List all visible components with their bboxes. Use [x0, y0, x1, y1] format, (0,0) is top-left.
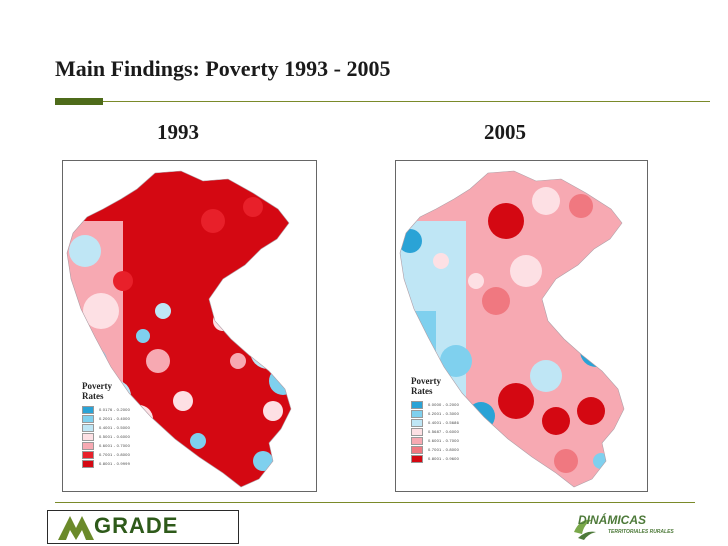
footer-rule — [55, 502, 695, 503]
poverty-map-1993 — [66, 170, 292, 488]
legend-swatch — [411, 454, 423, 463]
legend-label: 0.7001 - 0.8000 — [99, 452, 131, 457]
legend-item: 0.5687 - 0.6000 — [411, 427, 471, 436]
legend-swatch — [82, 432, 94, 441]
dinamicas-logo-mark-icon — [574, 519, 596, 540]
legend-title-1993-line1: Poverty — [82, 381, 112, 391]
legend-label: 0.6001 - 0.7000 — [428, 438, 460, 443]
grade-logo-mark-icon — [58, 516, 94, 540]
grade-logo — [47, 510, 239, 544]
legend-item: 0.4001 - 0.5000 — [82, 423, 142, 432]
legend-swatch — [411, 409, 423, 418]
dinamicas-logo-subtext: TERRITORIALES RURALES — [608, 529, 674, 535]
legend-label: 0.0176 - 0.2000 — [99, 407, 131, 412]
legend-label: 0.8001 - 0.9600 — [428, 456, 460, 461]
legend-swatch — [82, 414, 94, 423]
legend-item: 0.8001 - 0.9999 — [82, 459, 142, 468]
legend-1993: Poverty Rates 0.0176 - 0.2000 0.2001 - 0… — [82, 381, 142, 468]
legend-item: 0.7001 - 0.8000 — [82, 450, 142, 459]
legend-swatch — [411, 418, 423, 427]
legend-title-1993-line2: Rates — [82, 391, 104, 401]
legend-label: 0.5001 - 0.6000 — [99, 434, 131, 439]
dinamicas-logo-text: DINÁMICAS — [578, 513, 646, 527]
legend-label: 0.4001 - 0.5000 — [99, 425, 131, 430]
map-year-2005: 2005 — [484, 120, 526, 144]
legend-item: 0.7001 - 0.8000 — [411, 445, 471, 454]
legend-swatch — [82, 423, 94, 432]
map-year-1993: 1993 — [157, 120, 199, 144]
grade-logo-text: GRADE — [94, 513, 179, 538]
legend-item: 0.2001 - 0.3000 — [411, 409, 471, 418]
legend-swatch — [411, 436, 423, 445]
legend-label: 0.2001 - 0.4000 — [99, 416, 131, 421]
legend-label: 0.0000 - 0.2000 — [428, 402, 460, 407]
poverty-map-2005 — [399, 170, 625, 488]
legend-item: 0.5001 - 0.6000 — [82, 432, 142, 441]
map-panel-2005: Poverty Rates 0.0000 - 0.2000 0.2001 - 0… — [395, 160, 648, 492]
legend-item: 0.4001 - 0.5686 — [411, 418, 471, 427]
legend-swatch — [411, 427, 423, 436]
legend-item: 0.0176 - 0.2000 — [82, 405, 142, 414]
title-rule — [55, 101, 710, 102]
legend-label: 0.4001 - 0.5686 — [428, 420, 460, 425]
legend-swatch — [82, 459, 94, 468]
map-panel-1993: Poverty Rates 0.0176 - 0.2000 0.2001 - 0… — [62, 160, 317, 492]
legend-label: 0.7001 - 0.8000 — [428, 447, 460, 452]
legend-label: 0.8001 - 0.9999 — [99, 461, 131, 466]
legend-swatch — [82, 405, 94, 414]
legend-item: 0.2001 - 0.4000 — [82, 414, 142, 423]
legend-swatch — [82, 450, 94, 459]
legend-item: 0.6001 - 0.7000 — [82, 441, 142, 450]
legend-label: 0.5687 - 0.6000 — [428, 429, 460, 434]
legend-label: 0.6001 - 0.7000 — [99, 443, 131, 448]
legend-item: 0.8001 - 0.9600 — [411, 454, 471, 463]
legend-item: 0.6001 - 0.7000 — [411, 436, 471, 445]
legend-swatch — [411, 445, 423, 454]
legend-swatch — [411, 400, 423, 409]
legend-2005: Poverty Rates 0.0000 - 0.2000 0.2001 - 0… — [411, 376, 471, 463]
slide-title: Main Findings: Poverty 1993 - 2005 — [55, 56, 391, 81]
legend-swatch — [82, 441, 94, 450]
legend-title-2005-line1: Poverty — [411, 376, 441, 386]
legend-label: 0.2001 - 0.3000 — [428, 411, 460, 416]
legend-item: 0.0000 - 0.2000 — [411, 400, 471, 409]
title-rule-accent — [55, 98, 103, 105]
legend-title-2005-line2: Rates — [411, 386, 433, 396]
